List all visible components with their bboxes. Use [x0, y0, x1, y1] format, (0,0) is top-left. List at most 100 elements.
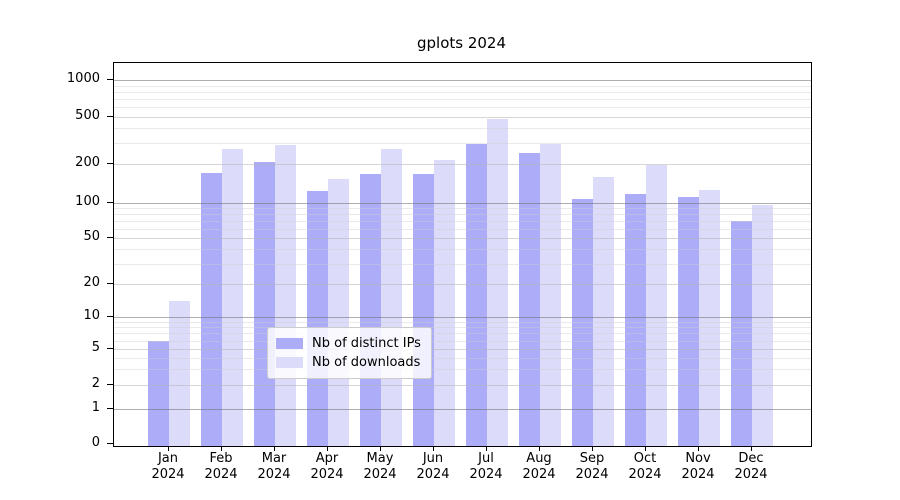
x-tick-label: Aug 2024	[509, 451, 569, 483]
x-tick	[592, 446, 593, 451]
x-tick-label-year: 2024	[469, 467, 503, 482]
x-tick	[380, 446, 381, 451]
y-tick-label: 50	[83, 229, 100, 244]
bar-distinct-ips	[254, 161, 275, 446]
bar-distinct-ips	[731, 221, 752, 446]
y-tick	[107, 348, 113, 349]
y-tick	[107, 116, 113, 117]
y-tick-label: 0	[91, 435, 100, 450]
bar-distinct-ips	[201, 173, 222, 446]
bar-downloads	[222, 149, 243, 446]
x-tick-label: Jan 2024	[138, 451, 198, 483]
x-tick-label-month: Jan	[157, 451, 179, 466]
x-tick-label-month: Aug	[526, 451, 552, 466]
legend-label: Nb of distinct IPs	[312, 336, 421, 351]
x-tick-label-year: 2024	[628, 467, 662, 482]
y-tick-label: 1000	[66, 71, 100, 86]
x-tick-label-month: Nov	[685, 451, 711, 466]
x-tick-label-month: Sep	[579, 451, 605, 466]
bar-distinct-ips	[625, 193, 646, 446]
x-tick	[327, 446, 328, 451]
x-tick-label: Jun 2024	[403, 451, 463, 483]
legend-row: Nb of downloads	[276, 353, 421, 372]
y-tick	[107, 443, 113, 444]
legend-swatch-distinct-ips	[276, 338, 303, 349]
x-tick-label-month: Mar	[261, 451, 287, 466]
x-tick-label-year: 2024	[310, 467, 344, 482]
y-tick-label: 2	[91, 376, 100, 391]
bar-downloads	[699, 190, 720, 446]
x-tick-label: Oct 2024	[615, 451, 675, 483]
x-tick	[221, 446, 222, 451]
bar-downloads	[487, 119, 508, 446]
x-tick	[433, 446, 434, 451]
x-tick-label: Apr 2024	[297, 451, 357, 483]
bar-downloads	[752, 204, 773, 446]
y-tick	[107, 384, 113, 385]
bars-layer	[114, 63, 811, 446]
y-tick-label: 10	[83, 308, 100, 323]
x-tick-label: Dec 2024	[721, 451, 781, 483]
x-tick	[751, 446, 752, 451]
x-tick-label-month: Jul	[478, 451, 494, 466]
x-tick	[645, 446, 646, 451]
y-tick	[107, 408, 113, 409]
y-tick	[107, 202, 113, 203]
x-tick-label: Nov 2024	[668, 451, 728, 483]
x-tick	[698, 446, 699, 451]
legend-label: Nb of downloads	[312, 355, 421, 370]
x-tick-label-month: Jun	[422, 451, 444, 466]
x-tick	[168, 446, 169, 451]
bar-distinct-ips	[572, 198, 593, 446]
plot-area	[113, 62, 812, 447]
legend: Nb of distinct IPs Nb of downloads	[267, 327, 432, 379]
y-tick-label: 500	[75, 108, 100, 123]
legend-row: Nb of distinct IPs	[276, 334, 421, 353]
bar-downloads	[275, 144, 296, 446]
x-tick	[486, 446, 487, 451]
x-tick-label-year: 2024	[575, 467, 609, 482]
x-tick-label-year: 2024	[416, 467, 450, 482]
x-tick	[539, 446, 540, 451]
y-tick	[107, 237, 113, 238]
bar-downloads	[646, 165, 667, 446]
x-tick-label-year: 2024	[204, 467, 238, 482]
x-tick-label-year: 2024	[681, 467, 715, 482]
x-tick-label-year: 2024	[522, 467, 556, 482]
x-tick-label-year: 2024	[151, 467, 185, 482]
y-tick	[107, 79, 113, 80]
bar-downloads	[593, 176, 614, 446]
bar-downloads	[540, 144, 561, 446]
y-tick-label: 200	[75, 155, 100, 170]
bar-downloads	[381, 148, 402, 446]
bar-downloads	[434, 160, 455, 446]
chart-title: gplots 2024	[416, 34, 507, 52]
x-tick-label-month: Feb	[209, 451, 233, 466]
x-tick-label-year: 2024	[257, 467, 291, 482]
x-tick-label: Feb 2024	[191, 451, 251, 483]
bar-distinct-ips	[307, 190, 328, 446]
bar-distinct-ips	[360, 173, 381, 446]
x-tick-label-year: 2024	[363, 467, 397, 482]
y-tick-label: 100	[75, 194, 100, 209]
y-tick-label: 1	[91, 400, 100, 415]
y-tick-label: 5	[91, 340, 100, 355]
x-tick-label: Jul 2024	[456, 451, 516, 483]
bar-distinct-ips	[678, 196, 699, 446]
y-tick	[107, 316, 113, 317]
x-tick-label-year: 2024	[734, 467, 768, 482]
x-tick-label-month: Apr	[315, 451, 339, 466]
x-tick-label-month: May	[366, 451, 394, 466]
bar-distinct-ips	[519, 153, 540, 446]
x-tick	[274, 446, 275, 451]
bar-distinct-ips	[413, 173, 434, 446]
bar-distinct-ips	[466, 144, 487, 446]
bar-downloads	[169, 300, 190, 446]
y-tick	[107, 163, 113, 164]
y-tick-label: 20	[83, 275, 100, 290]
y-tick	[107, 283, 113, 284]
bar-distinct-ips	[148, 340, 169, 446]
x-tick-label-month: Oct	[633, 451, 657, 466]
x-tick-label: Sep 2024	[562, 451, 622, 483]
